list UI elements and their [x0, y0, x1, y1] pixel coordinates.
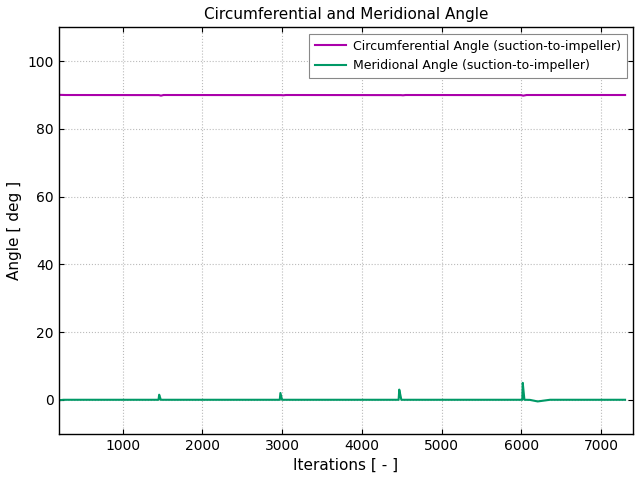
Line: Circumferential Angle (suction-to-impeller): Circumferential Angle (suction-to-impell…	[43, 85, 625, 96]
Meridional Angle (suction-to-impeller)	[39, 414, 47, 420]
Meridional Angle (suction-to-impeller)	[621, 397, 629, 403]
Circumferential Angle (suction-to-impeller)	[364, 92, 372, 98]
Meridional Angle (suction-to-impeller)	[339, 397, 346, 403]
Circumferential Angle (suction-to-impeller)	[388, 92, 396, 98]
Meridional Angle (suction-to-impeller)	[146, 397, 154, 403]
Meridional Angle (suction-to-impeller)	[93, 397, 100, 403]
Meridional Angle (suction-to-impeller)	[364, 397, 372, 403]
Meridional Angle (suction-to-impeller)	[519, 380, 527, 386]
Meridional Angle (suction-to-impeller)	[446, 397, 454, 403]
Circumferential Angle (suction-to-impeller)	[93, 92, 100, 98]
Circumferential Angle (suction-to-impeller)	[446, 92, 454, 98]
Title: Circumferential and Meridional Angle: Circumferential and Meridional Angle	[204, 7, 488, 22]
Circumferential Angle (suction-to-impeller)	[339, 92, 346, 98]
Line: Meridional Angle (suction-to-impeller): Meridional Angle (suction-to-impeller)	[43, 383, 625, 417]
Circumferential Angle (suction-to-impeller)	[146, 92, 154, 98]
Circumferential Angle (suction-to-impeller)	[157, 93, 164, 98]
Circumferential Angle (suction-to-impeller)	[621, 92, 629, 98]
Meridional Angle (suction-to-impeller)	[388, 397, 396, 403]
Legend: Circumferential Angle (suction-to-impeller), Meridional Angle (suction-to-impell: Circumferential Angle (suction-to-impell…	[309, 34, 627, 78]
Y-axis label: Angle [ deg ]: Angle [ deg ]	[7, 181, 22, 280]
X-axis label: Iterations [ - ]: Iterations [ - ]	[293, 458, 399, 473]
Circumferential Angle (suction-to-impeller)	[39, 82, 47, 88]
